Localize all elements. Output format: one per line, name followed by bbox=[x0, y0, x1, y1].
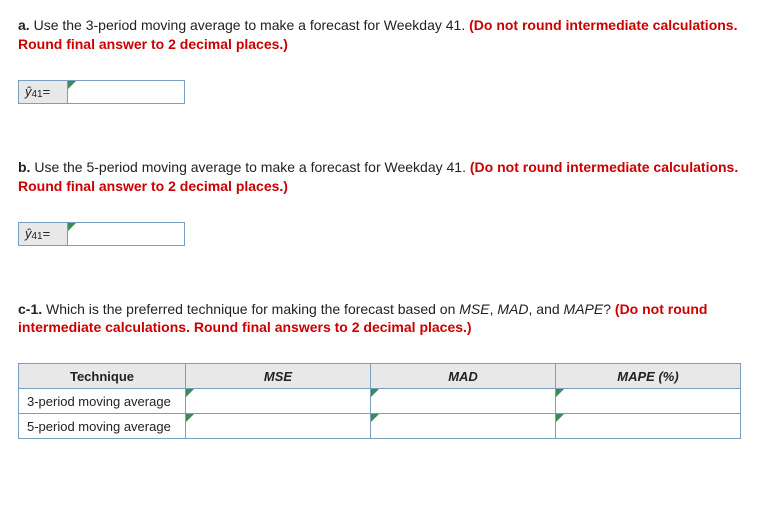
prompt-c1: c-1. Which is the preferred technique fo… bbox=[18, 300, 742, 338]
part-c1-text-1: Which is the preferred technique for mak… bbox=[42, 301, 459, 317]
col-technique: Technique bbox=[19, 364, 186, 389]
question-b: b. Use the 5-period moving average to ma… bbox=[18, 158, 742, 246]
prompt-b: b. Use the 5-period moving average to ma… bbox=[18, 158, 742, 196]
table-row: 5-period moving average bbox=[19, 414, 741, 439]
mse-input-row1[interactable] bbox=[186, 390, 370, 412]
mad-term: MAD bbox=[497, 301, 528, 317]
table-row: 3-period moving average bbox=[19, 389, 741, 414]
col-mape: MAPE (%) bbox=[556, 364, 741, 389]
yhat41-label-a: ŷ41 = bbox=[19, 81, 68, 103]
question-a: a. Use the 3-period moving average to ma… bbox=[18, 16, 742, 104]
part-b-label: b. bbox=[18, 159, 30, 175]
yhat41-label-b: ŷ41 = bbox=[19, 223, 68, 245]
mse-cell bbox=[186, 414, 371, 439]
mape-term: MAPE bbox=[564, 301, 604, 317]
prompt-a: a. Use the 3-period moving average to ma… bbox=[18, 16, 742, 54]
answer-row-b: ŷ41 = bbox=[18, 222, 185, 246]
mad-cell bbox=[371, 414, 556, 439]
technique-cell: 3-period moving average bbox=[19, 389, 186, 414]
mad-input-row1[interactable] bbox=[371, 390, 555, 412]
metrics-table: Technique MSE MAD MAPE (%) 3-period movi… bbox=[18, 363, 741, 439]
mad-input-row2[interactable] bbox=[371, 415, 555, 437]
answer-row-a: ŷ41 = bbox=[18, 80, 185, 104]
technique-cell: 5-period moving average bbox=[19, 414, 186, 439]
part-a-label: a. bbox=[18, 17, 30, 33]
mad-cell bbox=[371, 389, 556, 414]
mape-input-row1[interactable] bbox=[556, 390, 740, 412]
yhat41-input-a[interactable] bbox=[68, 81, 184, 103]
mse-input-row2[interactable] bbox=[186, 415, 370, 437]
col-mad: MAD bbox=[371, 364, 556, 389]
part-b-text: Use the 5-period moving average to make … bbox=[30, 159, 469, 175]
question-c1: c-1. Which is the preferred technique fo… bbox=[18, 300, 742, 440]
answer-cell-b bbox=[68, 223, 184, 245]
mape-cell bbox=[556, 414, 741, 439]
answer-cell-a bbox=[68, 81, 184, 103]
mape-cell bbox=[556, 389, 741, 414]
mse-term: MSE bbox=[459, 301, 489, 317]
table-header-row: Technique MSE MAD MAPE (%) bbox=[19, 364, 741, 389]
mse-cell bbox=[186, 389, 371, 414]
yhat41-input-b[interactable] bbox=[68, 223, 184, 245]
part-a-text: Use the 3-period moving average to make … bbox=[30, 17, 469, 33]
part-c1-label: c-1. bbox=[18, 301, 42, 317]
mape-input-row2[interactable] bbox=[556, 415, 740, 437]
col-mse: MSE bbox=[186, 364, 371, 389]
